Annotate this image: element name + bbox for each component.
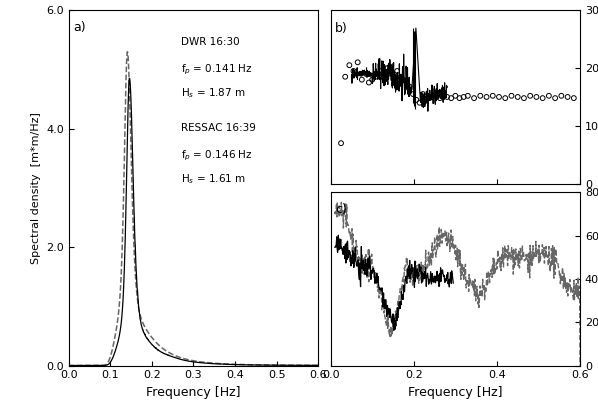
Point	[544, 93, 554, 99]
Point	[469, 95, 479, 102]
Point	[507, 93, 516, 99]
Text: DWR 16:30: DWR 16:30	[181, 37, 240, 47]
Point	[447, 95, 456, 102]
Point	[367, 76, 377, 83]
Point	[459, 94, 468, 100]
Point	[519, 95, 529, 102]
Point	[364, 79, 374, 86]
Point	[399, 76, 408, 83]
Point	[443, 94, 452, 100]
Point	[396, 74, 405, 80]
Text: c): c)	[335, 203, 347, 216]
Point	[422, 94, 431, 100]
Point	[336, 140, 346, 147]
Point	[392, 68, 402, 74]
Point	[538, 95, 547, 102]
Point	[425, 95, 434, 102]
Point	[374, 71, 383, 77]
Point	[482, 94, 492, 100]
X-axis label: Frequency [Hz]: Frequency [Hz]	[147, 386, 241, 399]
Y-axis label: Spectral density  [m*m/Hz]: Spectral density [m*m/Hz]	[30, 112, 41, 264]
Text: b): b)	[335, 22, 347, 35]
Point	[361, 71, 371, 77]
Point	[557, 93, 566, 99]
Point	[435, 95, 445, 102]
Point	[353, 59, 362, 66]
Point	[475, 93, 485, 99]
Point	[526, 93, 535, 99]
Point	[450, 93, 460, 99]
Point	[532, 94, 541, 100]
Point	[432, 94, 441, 100]
Text: RESSAC 16:39: RESSAC 16:39	[181, 123, 256, 133]
Point	[454, 95, 464, 102]
Point	[408, 91, 418, 97]
Text: f$_p$ = 0.141 Hz: f$_p$ = 0.141 Hz	[181, 62, 253, 77]
X-axis label: Frequency [Hz]: Frequency [Hz]	[408, 386, 502, 399]
Point	[415, 100, 425, 106]
Point	[344, 62, 354, 69]
Text: H$_s$ = 1.87 m: H$_s$ = 1.87 m	[181, 86, 246, 100]
Point	[513, 94, 523, 100]
Text: f$_p$ = 0.146 Hz: f$_p$ = 0.146 Hz	[181, 148, 253, 163]
Point	[501, 95, 510, 102]
Point	[349, 68, 358, 74]
Point	[377, 68, 386, 74]
Point	[563, 94, 572, 100]
Point	[402, 79, 411, 86]
Text: H$_s$ = 1.61 m: H$_s$ = 1.61 m	[181, 172, 246, 186]
Point	[494, 94, 504, 100]
Point	[357, 76, 367, 83]
Point	[428, 93, 438, 99]
Point	[569, 95, 579, 102]
Point	[439, 93, 448, 99]
Point	[389, 74, 399, 80]
Point	[411, 97, 421, 103]
Point	[405, 83, 414, 90]
Point	[371, 74, 380, 80]
Point	[463, 93, 472, 99]
Point	[550, 95, 560, 102]
Point	[418, 91, 428, 97]
Text: a): a)	[73, 21, 86, 34]
Point	[380, 74, 389, 80]
Point	[340, 74, 350, 80]
Point	[488, 93, 498, 99]
Point	[383, 65, 392, 71]
Point	[386, 71, 396, 77]
